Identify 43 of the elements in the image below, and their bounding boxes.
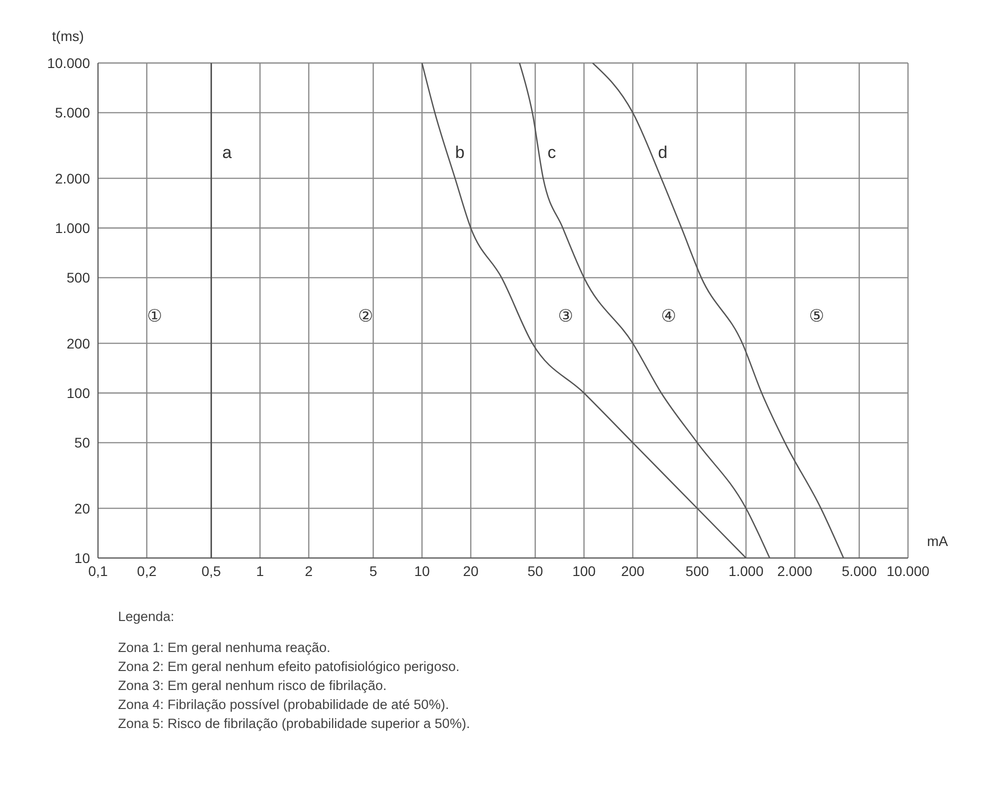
x-tick-label: 200 — [621, 562, 645, 579]
ref-line-label: a — [222, 143, 232, 162]
text: Legenda: — [118, 608, 176, 626]
annotation: ④ — [661, 306, 676, 326]
y-tick-label: 200 — [66, 335, 90, 352]
annotation: ⑤ — [808, 306, 824, 326]
x-tick-label: 0,2 — [137, 562, 157, 579]
y-tick-label: 500 — [66, 270, 90, 286]
x-tick-label: 2.000 — [777, 562, 812, 579]
y-axis-title: t(ms) — [52, 28, 84, 44]
text: Zona 2: Em geral nenhum efeito patofisiológico perigoso. — [118, 658, 460, 676]
x-tick-label: 5.000 — [842, 562, 877, 579]
annotation: ② — [358, 306, 373, 326]
x-tick-label: 2 — [304, 562, 313, 579]
series-label: c — [547, 143, 556, 162]
x-tick-label: 100 — [572, 562, 596, 579]
y-tick-label: 20 — [74, 500, 90, 516]
series-label: b — [455, 143, 465, 162]
text: Zona 3: Em geral nenhum risco de fibrilação. — [118, 677, 388, 695]
y-tick-label: 2.000 — [54, 170, 90, 186]
y-tick-label: 100 — [66, 384, 90, 401]
x-tick-label: 10 — [414, 562, 430, 579]
text: Zona 5: Risco de fibrilação (probabilidade superior a 50%). — [118, 715, 471, 733]
y-tick-label: 10.000 — [47, 54, 90, 71]
y-tick-label: 10 — [74, 550, 90, 566]
x-axis-title: mA — [927, 532, 949, 549]
series-label: d — [658, 143, 668, 162]
x-tick-label: 500 — [686, 562, 710, 579]
x-tick-label: 0,1 — [88, 562, 108, 579]
annotation: ③ — [558, 306, 574, 326]
y-tick-label: 50 — [74, 434, 90, 451]
x-tick-label: 20 — [462, 562, 479, 579]
x-tick-label: 50 — [527, 562, 544, 579]
text: Zona 4: Fibrilação possível (probabilidade de até 50%). — [118, 696, 450, 714]
y-tick-label: 1.000 — [54, 220, 90, 236]
x-tick-label: 5 — [369, 562, 378, 579]
text: Zona 1: Em geral nenhuma reação. — [118, 639, 332, 657]
x-tick-label: 10.000 — [886, 562, 930, 579]
annotation: ① — [147, 306, 162, 326]
x-tick-label: 0,5 — [202, 562, 222, 579]
x-tick-label: 1.000 — [728, 562, 764, 579]
x-tick-label: 1 — [256, 562, 264, 579]
y-tick-label: 5.000 — [54, 104, 90, 121]
